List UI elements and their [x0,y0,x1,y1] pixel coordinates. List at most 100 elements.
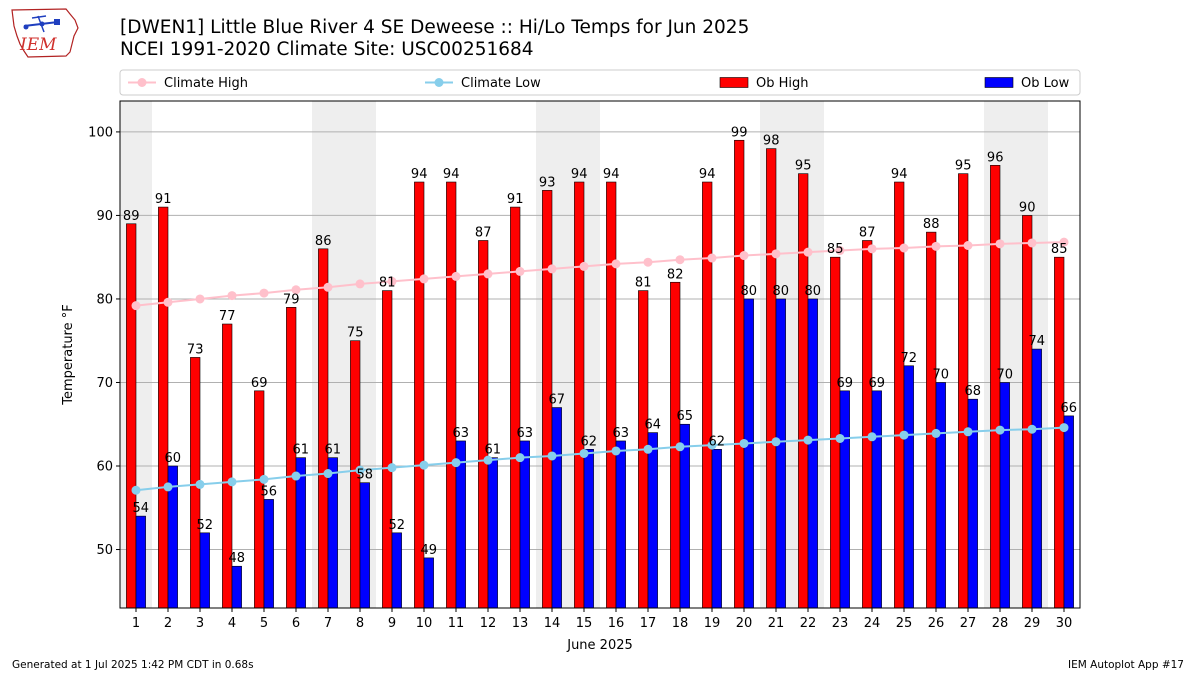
ob-low-value-label: 70 [997,367,1014,382]
climate-high-point [227,291,237,301]
climate-low-point [483,455,493,465]
climate-high-legend-marker [137,78,147,87]
climate-low-point [835,433,845,443]
ob-high-bar [318,248,329,609]
generated-timestamp: Generated at 1 Jul 2025 1:42 PM CDT in 0… [12,659,254,671]
ob-high-value-label: 81 [635,276,652,291]
y-tick-label: 50 [96,543,113,558]
climate-low-point [803,435,813,445]
climate-high-point [803,247,813,257]
climate-high-line [135,241,1065,307]
ob-high-bar [478,240,489,609]
climate-low-point [131,485,141,495]
climate-high-point [707,253,717,263]
climate-low-point [355,465,365,475]
ob-low-bar [679,423,690,609]
ob-low-value-label: 61 [485,443,502,458]
x-tick-label: 24 [864,616,881,631]
ob-low-bar [327,457,338,609]
climate-high-point [547,264,557,274]
ob-low-value-label: 62 [709,434,726,449]
ob-low-bar [935,382,946,609]
climate-low-point [323,469,333,479]
ob-high-value-label: 94 [411,167,428,182]
climate-low-point [451,458,461,468]
legend: Climate High Climate Low Ob High Ob Low [119,69,1081,96]
ob-high-bar [926,231,937,609]
x-tick-label: 22 [800,616,817,631]
climate-high-point [515,266,525,276]
climate-high-point [291,285,301,295]
ob-low-bar [551,407,562,609]
ob-low-value-label: 80 [741,284,758,299]
climate-low-point [739,438,749,448]
climate-low-point [1059,423,1069,433]
climate-high-point [739,251,749,261]
ob-low-value-label: 80 [805,284,822,299]
ob-low-bar [519,440,530,609]
ob-high-value-label: 95 [795,159,812,174]
ob-low-value-label: 58 [357,468,374,483]
x-tick-label: 7 [324,616,332,631]
ob-low-bar [487,457,498,609]
ob-high-value-label: 73 [187,342,204,357]
ob-high-value-label: 94 [443,167,460,182]
ob-high-value-label: 82 [667,267,684,282]
ob-low-legend-label: Ob Low [1021,76,1070,91]
climate-high-point [579,261,589,271]
x-tick-label: 14 [544,616,561,631]
ob-low-bar [871,390,882,609]
climate-high-legend-label: Climate High [164,76,248,91]
x-tick-label: 6 [292,616,300,631]
ob-high-bar [158,206,169,609]
ob-high-value-label: 85 [827,242,844,257]
climate-high-point [675,255,685,265]
ob-high-value-label: 91 [155,192,172,207]
ob-high-value-label: 94 [699,167,716,182]
ob-low-value-label: 68 [965,384,982,399]
x-tick-label: 18 [672,616,689,631]
climate-high-point [835,246,845,256]
plot-frame [119,100,1081,609]
climate-low-legend-marker [434,78,444,87]
legend-box [119,69,1081,96]
ob-low-value-label: 49 [421,543,438,558]
climate-high-point [611,259,621,269]
x-tick-label: 26 [928,616,945,631]
title-line-1: [DWEN1] Little Blue River 4 SE Deweese :… [120,17,750,38]
ob-low-value-label: 56 [261,484,278,499]
climate-high-point [419,274,429,284]
ob-high-value-label: 87 [859,225,876,240]
title-line-2: NCEI 1991-2020 Climate Site: USC00251684 [120,39,534,60]
ob-low-bar [231,565,242,609]
climate-low-point [899,430,909,440]
ob-high-value-label: 98 [763,134,780,149]
ob-high-bar [1054,256,1065,609]
ob-low-bar [1063,415,1074,609]
climate-low-point [547,451,557,461]
ob-low-value-label: 63 [613,426,630,441]
ob-high-value-label: 94 [571,167,588,182]
ob-low-bar [775,298,786,609]
climate-low-point [515,453,525,463]
x-tick-label: 2 [164,616,172,631]
ob-low-bar [903,365,914,609]
ob-high-bar [382,290,393,609]
climate-low-point [1027,424,1037,434]
y-tick-label: 80 [96,292,113,307]
ob-low-bar [711,449,722,609]
climate-low-point [995,425,1005,435]
ob-low-bar [199,532,210,609]
x-tick-label: 28 [992,616,1009,631]
ob-low-value-label: 54 [133,501,150,516]
climate-low-point [163,482,173,492]
ob-high-bar [798,173,809,609]
ob-low-value-label: 61 [293,443,310,458]
ob-low-value-label: 62 [581,434,598,449]
climate-high-point [355,279,365,289]
ob-low-bar [999,382,1010,609]
ob-low-value-label: 63 [517,426,534,441]
ob-high-value-label: 79 [283,292,300,307]
ob-low-bar [423,557,434,609]
climate-high-point [963,240,973,250]
